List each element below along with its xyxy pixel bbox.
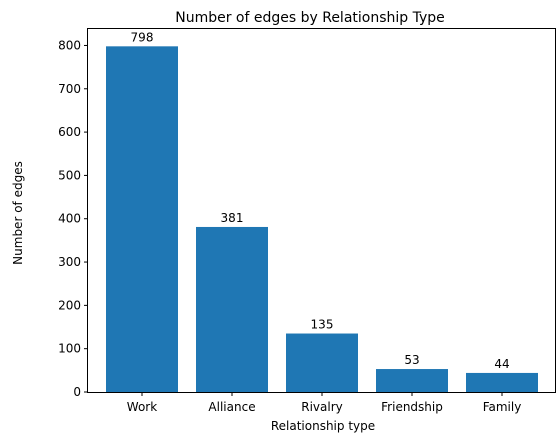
bar: [106, 46, 178, 393]
x-tick-label: Friendship: [381, 400, 443, 414]
y-tick-label: 200: [58, 298, 81, 312]
y-tick-label: 700: [58, 82, 81, 96]
bar: [466, 372, 538, 392]
bar: [286, 333, 358, 392]
data-label: 798: [131, 30, 154, 44]
chart-marks: 0 100 200 300 400 500 600 700 800 Work 798 Alliance…: [58, 30, 538, 414]
x-tick-label: Work: [127, 400, 157, 414]
data-label: 44: [494, 357, 509, 371]
y-tick-label: 0: [73, 385, 81, 399]
x-axis-label: Relationship type: [271, 419, 375, 433]
x-tick-label: Rivalry: [301, 400, 343, 414]
y-tick-label: 800: [58, 38, 81, 52]
x-tick-label: Family: [483, 400, 522, 414]
bar: [376, 369, 448, 392]
y-tick-label: 500: [58, 168, 81, 182]
chart-title: Number of edges by Relationship Type: [175, 10, 445, 26]
data-label: 53: [404, 353, 419, 367]
bar: [196, 226, 268, 392]
y-tick-label: 300: [58, 255, 81, 269]
y-tick-label: 100: [58, 342, 81, 356]
y-tick-label: 400: [58, 212, 81, 226]
x-tick-label: Alliance: [208, 400, 255, 414]
y-tick-label: 600: [58, 125, 81, 139]
plot-frame: [87, 28, 556, 393]
data-label: 381: [221, 211, 244, 225]
data-label: 135: [311, 318, 334, 332]
y-axis-label: Number of edges: [11, 161, 25, 265]
